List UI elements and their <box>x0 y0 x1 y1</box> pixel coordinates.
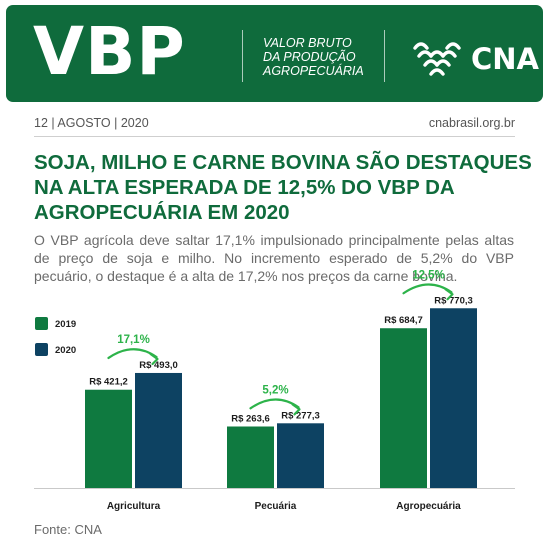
bar-value-label: R$ 277,3 <box>281 410 320 421</box>
cna-logo-text: CNA <box>471 42 539 76</box>
headline-line: SOJA, MILHO E CARNE BOVINA SÃO DESTAQUES <box>34 151 532 174</box>
bar-value-label: R$ 684,7 <box>384 315 423 326</box>
headline-line: AGROPECUÁRIA EM 2020 <box>34 201 290 224</box>
cna-logo-icon <box>413 42 461 76</box>
growth-arrow <box>249 398 300 410</box>
legend-swatch <box>35 343 48 356</box>
meta-bar: 12 | AGOSTO | 2020 cnabrasil.org.br <box>34 114 515 132</box>
growth-arrowhead <box>444 288 454 301</box>
lede-paragraph: O VBP agrícola deve saltar 17,1% impulsi… <box>34 232 514 284</box>
tagline-line: DA PRODUÇÃO <box>263 50 356 64</box>
bar <box>135 372 182 488</box>
growth-label: 12,5% <box>412 269 445 281</box>
bar <box>430 308 477 488</box>
growth-arrowhead <box>149 352 159 366</box>
bar-value-label: R$ 493,0 <box>139 360 178 371</box>
header-banner: VBP VALOR BRUTO DA PRODUÇÃO AGROPECUÁRIA… <box>6 5 543 102</box>
vbp-title: VBP <box>33 13 186 90</box>
growth-arrow <box>107 348 158 360</box>
growth-label: 17,1% <box>117 334 150 346</box>
category-label: Agricultura <box>107 501 161 512</box>
headline: SOJA, MILHO E CARNE BOVINA SÃO DESTAQUES… <box>34 150 532 225</box>
bar-value-label: R$ 421,2 <box>89 377 128 388</box>
growth-arrowhead <box>291 403 301 416</box>
headline-line: NA ALTA ESPERADA DE 12,5% DO VBP DA <box>34 176 455 199</box>
bar <box>380 328 427 488</box>
divider-line <box>34 136 515 137</box>
bar <box>277 423 324 488</box>
banner-tagline: VALOR BRUTO DA PRODUÇÃO AGROPECUÁRIA <box>263 36 364 78</box>
bar-value-label: R$ 770,3 <box>434 295 473 306</box>
bar <box>85 389 132 488</box>
publish-date: 12 | AGOSTO | 2020 <box>34 116 149 130</box>
bar-value-label: R$ 263,6 <box>231 413 270 424</box>
banner-divider <box>242 30 243 82</box>
category-label: Pecuária <box>255 501 297 512</box>
category-label: Agropecuária <box>396 501 461 512</box>
tagline-line: AGROPECUÁRIA <box>263 64 364 78</box>
banner-divider <box>384 30 385 82</box>
source-note: Fonte: CNA <box>34 522 102 537</box>
website-link[interactable]: cnabrasil.org.br <box>428 116 515 130</box>
legend-label: 2019 <box>55 319 76 330</box>
growth-arrow <box>402 283 453 295</box>
tagline-line: VALOR BRUTO <box>263 36 352 50</box>
bar <box>227 426 274 488</box>
growth-label: 5,2% <box>262 384 288 396</box>
legend-label: 2020 <box>55 345 76 356</box>
legend-swatch <box>35 317 48 330</box>
